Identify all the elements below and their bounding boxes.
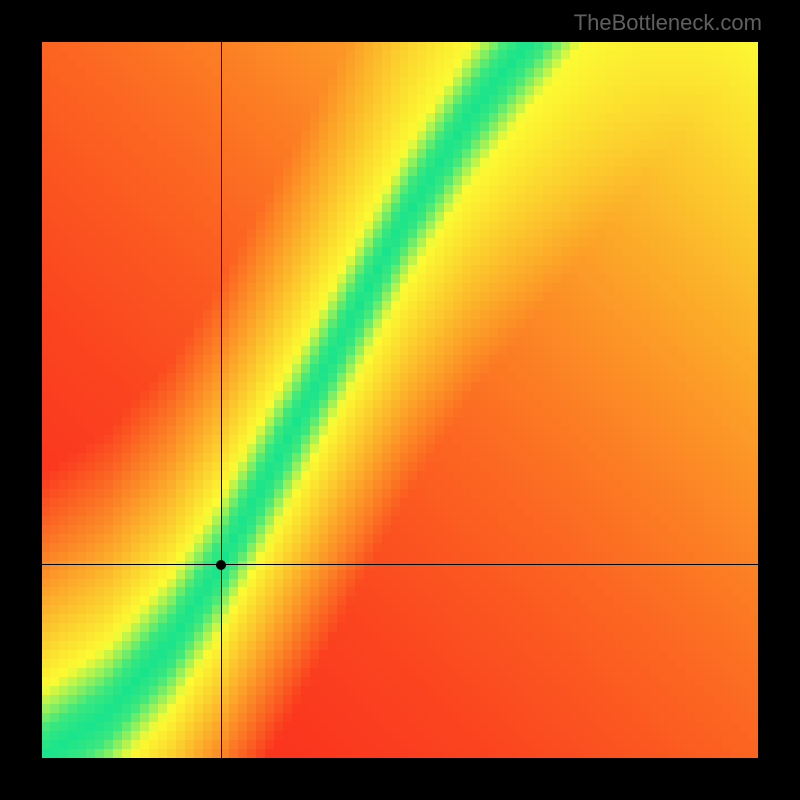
crosshair-horizontal: [42, 564, 758, 565]
crosshair-vertical: [221, 42, 222, 758]
bottleneck-heatmap: [42, 42, 758, 758]
watermark-text: TheBottleneck.com: [574, 10, 762, 36]
crosshair-marker: [216, 560, 226, 570]
